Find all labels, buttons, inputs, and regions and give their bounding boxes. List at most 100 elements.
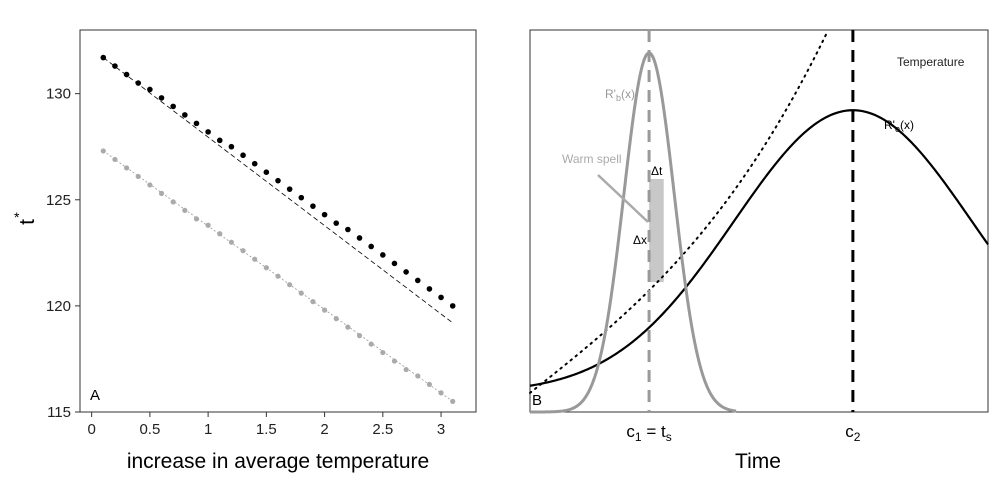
x-tick-label: 0 — [87, 421, 95, 438]
data-point-grey — [380, 349, 386, 356]
data-point-grey — [415, 373, 421, 379]
data-point-black — [123, 71, 130, 78]
data-point-grey — [391, 358, 398, 364]
data-point-grey — [356, 333, 363, 339]
data-point-black — [182, 112, 188, 118]
tick-rest: = t — [642, 422, 666, 441]
data-point-black — [403, 269, 409, 275]
data-point-black — [263, 169, 270, 175]
delta-t-label: Δt — [651, 164, 663, 178]
data-point-grey — [438, 390, 444, 396]
data-point-grey — [182, 207, 188, 213]
data-point-grey — [263, 265, 269, 271]
data-point-grey — [240, 248, 246, 254]
x-tick-label: 1.5 — [256, 421, 277, 438]
data-point-black — [112, 63, 118, 69]
data-point-black — [100, 54, 107, 61]
warm-spell-bar — [649, 178, 664, 283]
data-point-grey — [158, 190, 165, 197]
data-point-grey — [368, 341, 374, 347]
data-point-black — [345, 226, 351, 233]
rb-label: R'b(x) — [605, 87, 635, 103]
data-point-black — [426, 286, 433, 292]
temperature-curve — [529, 30, 829, 394]
re-label: R'e(x) — [884, 118, 914, 134]
data-point-grey — [310, 299, 316, 305]
x-tick-label: 0.5 — [139, 421, 160, 438]
re-curve — [529, 109, 989, 387]
y-tick-label: 125 — [46, 192, 71, 209]
y-tick-label: 115 — [47, 404, 71, 421]
data-point-black — [216, 137, 223, 144]
data-point-black — [356, 235, 363, 241]
panel-a-plot-area — [100, 54, 456, 404]
re-label-rest: (x) — [900, 118, 914, 132]
x-tick-label: 2 — [320, 421, 328, 438]
data-point-grey — [100, 148, 106, 154]
data-point-grey — [205, 222, 211, 228]
panel-a: 0 0.5 1 1.5 2 2.5 3 115 120 125 130 A increase in… — [14, 29, 477, 473]
data-point-grey — [217, 231, 223, 237]
warm-spell-pointer — [597, 174, 649, 223]
data-point-grey — [403, 366, 409, 373]
data-point-black — [158, 95, 165, 101]
delta-x-label: Δx — [633, 233, 647, 247]
data-point-grey — [450, 398, 456, 404]
warm-spell-label: Warm spell — [562, 152, 622, 166]
data-point-grey — [298, 290, 304, 296]
data-point-black — [240, 152, 246, 159]
data-point-grey — [123, 165, 130, 171]
panel-a-y-axis-title-text: t — [16, 219, 39, 225]
rb-curve — [530, 51, 737, 414]
data-point-black — [147, 86, 153, 93]
panel-a-y-axis-title: t — [16, 219, 39, 225]
data-point-black — [414, 277, 421, 284]
data-point-grey — [275, 273, 281, 279]
data-point-black — [275, 177, 281, 184]
data-point-black — [438, 294, 444, 301]
data-point-grey — [333, 316, 339, 322]
temperature-label: Temperature — [897, 55, 965, 69]
panel-b-frame — [529, 29, 989, 413]
rb-label-rest: (x) — [621, 87, 635, 101]
data-point-black — [193, 120, 200, 127]
data-point-grey — [193, 216, 200, 222]
data-point-grey — [321, 307, 328, 313]
tick-main: c — [845, 422, 854, 441]
re-label-sub: e — [895, 124, 900, 134]
y-tick-label: 130 — [46, 86, 71, 103]
panel-b-label: B — [532, 392, 542, 409]
panel-a-x-axis-title: increase in average temperature — [127, 450, 429, 473]
data-point-grey — [345, 324, 351, 330]
x-tick-label-c1: c1 = ts — [626, 422, 671, 444]
data-point-grey — [135, 173, 141, 180]
data-point-black — [368, 243, 374, 250]
data-point-black — [310, 203, 316, 209]
tick-sub: 2 — [854, 430, 861, 444]
panel-a-y-axis-title-superscript: * — [14, 209, 20, 225]
panel-b-x-axis: c1 = ts c2 — [626, 422, 860, 444]
x-tick-label: 3 — [437, 421, 445, 438]
re-label-main: R' — [884, 118, 895, 132]
panel-a-frame — [79, 29, 477, 413]
x-tick-label: 1 — [204, 421, 212, 438]
y-tick-label: 120 — [46, 298, 71, 315]
data-point-grey — [170, 199, 176, 205]
data-point-black — [228, 143, 235, 150]
trend-line — [103, 57, 453, 324]
data-point-black — [135, 80, 142, 86]
data-point-black — [333, 220, 340, 226]
x-tick-label: 2.5 — [372, 421, 393, 438]
data-point-grey — [112, 156, 118, 163]
data-point-black — [251, 160, 258, 167]
data-point-grey — [287, 282, 293, 288]
data-point-black — [449, 303, 456, 309]
data-point-black — [391, 260, 398, 267]
tick-sub: 1 — [635, 430, 642, 444]
data-point-black — [286, 186, 293, 192]
data-point-black — [170, 103, 176, 110]
panel-a-x-axis: 0 0.5 1 1.5 2 2.5 3 — [87, 412, 445, 438]
